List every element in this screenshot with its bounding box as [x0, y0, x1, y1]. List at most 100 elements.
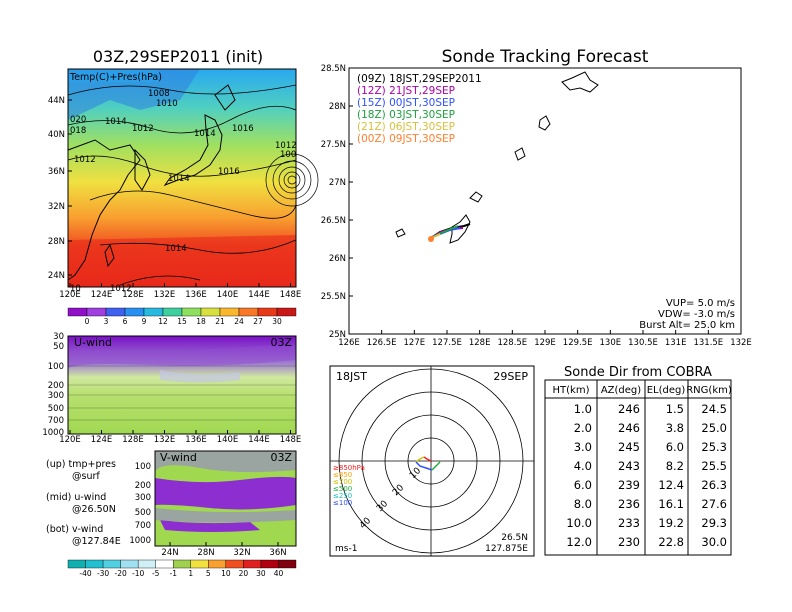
table-cell: 3.8 [666, 421, 684, 435]
pressure-label: 10 [70, 284, 81, 294]
table-header: HT(km) AZ(deg) EL(deg) RNG(km) [553, 385, 732, 396]
lat-label: 25.5N [321, 292, 346, 302]
lon-label: 128E [122, 290, 144, 300]
colorbar-swatch [243, 559, 262, 569]
colorbar-tick: 27 [253, 317, 263, 326]
lon-label: 120E [59, 435, 81, 445]
polar-ring-labels: 10 20 30 40 [358, 466, 423, 531]
coastline-japan [163, 84, 236, 187]
track-legend-5: (00Z) 09JST,30SEP [357, 133, 455, 145]
u-wind-core [160, 370, 240, 383]
lon-label: 136E [185, 290, 207, 300]
warm-region [68, 235, 296, 287]
track-title: Sonde Tracking Forecast [442, 47, 649, 67]
u-wind-frame [67, 335, 297, 435]
colorbar-tick: 20 [239, 569, 249, 578]
colorbar-swatch [225, 559, 244, 569]
lon-label: 124E [91, 435, 113, 445]
lon-label: 131.5E [693, 338, 723, 348]
left-top-title: 03Z,29SEP2011 (init) [93, 47, 263, 66]
colorbar-tick: 15 [177, 317, 187, 326]
table-cell: 29.3 [701, 516, 727, 530]
colorbar-tick: -40 [79, 569, 91, 578]
table-cell: 236 [618, 497, 640, 511]
table-header-cell: HT(km) [553, 385, 590, 396]
colorbar-swatch [162, 307, 183, 317]
lon-label: 130E [600, 338, 622, 348]
table-cell: 243 [618, 459, 640, 473]
map-frame [67, 68, 297, 288]
lat-label: 44N [48, 96, 65, 106]
lat-label: 32N [48, 202, 65, 212]
table-cell: 24.5 [701, 402, 727, 416]
pressure-label: 1008 [148, 89, 170, 99]
polar-level-legend: ≥850hPa ≤850 ≤700 ≤500 ≤250 ≤100 [333, 464, 365, 507]
lon-label: 140E [217, 435, 239, 445]
wind-colorbar: -40 -30 -20 -10 -5 -1 1 5 10 20 30 40 [67, 559, 297, 578]
column-dividers [596, 380, 689, 555]
legend-line2a: (mid) u-wind [46, 492, 106, 503]
track-legend-1: (12Z) 21JST,29SEP [357, 85, 455, 97]
table-header-cell: AZ(deg) [601, 385, 641, 396]
colorbar-swatch [155, 559, 174, 569]
lon-label: 128E [122, 435, 144, 445]
lat-label: 27N [329, 178, 346, 188]
track-lon-axis: 126E 126.5E 127E 127.5E 128E 128.5E 129E 129.5E… [338, 330, 752, 348]
table-cell: 245 [618, 440, 640, 454]
table-cell: 12.4 [658, 478, 684, 492]
v-wind-neutral [155, 508, 296, 523]
colorbar-tick: 0 [85, 317, 90, 326]
level-label: ≥850hPa [333, 464, 365, 472]
colorbar-tick: -10 [132, 569, 144, 578]
level-label: ≤500 [333, 485, 352, 493]
pressure-label: 30 [53, 332, 64, 342]
colorbar-tick: 21 [215, 317, 225, 326]
table-header-cell: EL(deg) [647, 385, 686, 396]
table-body: 1.0 246 1.5 24.5 2.0 246 3.8 25.0 3.0 245 6.0 25.3 4… [566, 402, 727, 549]
colorbar-swatch [278, 559, 297, 569]
lat-label: 28N [197, 548, 214, 558]
track-legend-3: (18Z) 03JST,30SEP [357, 109, 455, 121]
table-cell: 230 [618, 535, 640, 549]
legend-line1a: (up) tmp+pres [46, 459, 116, 470]
table-cell: 1.5 [666, 402, 684, 416]
colorbar-swatch [219, 307, 240, 317]
lat-label: 28N [329, 102, 346, 112]
hodo-850 [423, 456, 432, 462]
polar-time: 18JST [336, 370, 367, 383]
burst-point [428, 236, 434, 242]
lat-label: 25N [329, 330, 346, 340]
coastline-taiwan [104, 243, 115, 268]
colorbar-tick: 10 [221, 569, 231, 578]
table-cell: 246 [618, 421, 640, 435]
pressure-label: 1014 [168, 174, 190, 184]
table-cell: 3.0 [574, 440, 592, 454]
hodo-700 [415, 456, 425, 463]
polar-panel: 10 20 30 40 18JST 29SEP ≥850hPa ≤850 ≤70… [329, 365, 535, 557]
pressure-label: 1014 [105, 117, 127, 127]
lon-label: 144E [248, 290, 270, 300]
colorbar-tick: 3 [104, 317, 109, 326]
lon-label: 132E [154, 290, 176, 300]
table-cell: 30.0 [701, 535, 727, 549]
table-cell: 25.5 [701, 459, 727, 473]
pressure-label: 700 [135, 521, 151, 531]
colorbar-swatch [102, 559, 121, 569]
table-cell: 1.0 [574, 402, 592, 416]
table-cell: 8.0 [574, 497, 592, 511]
pressure-label: 300 [135, 493, 151, 503]
colorbar-tick: 24 [234, 317, 244, 326]
pressure-label: 1012 [132, 124, 154, 134]
u-wind-time: 03Z [270, 336, 292, 349]
pressure-label: 300 [48, 391, 64, 401]
pressure-label: 200 [135, 481, 151, 491]
lon-label: 130.5E [628, 338, 658, 348]
colorbar-tick: 30 [256, 569, 266, 578]
lat-label: 40N [48, 130, 65, 140]
lat-axis: 44N 40N 36N 32N 28N 24N [48, 96, 72, 281]
colorbar-swatch [190, 559, 209, 569]
colorbar-swatch [260, 559, 279, 569]
lat-label: 27.5N [321, 140, 346, 150]
v-wind-time: 03Z [270, 451, 292, 464]
